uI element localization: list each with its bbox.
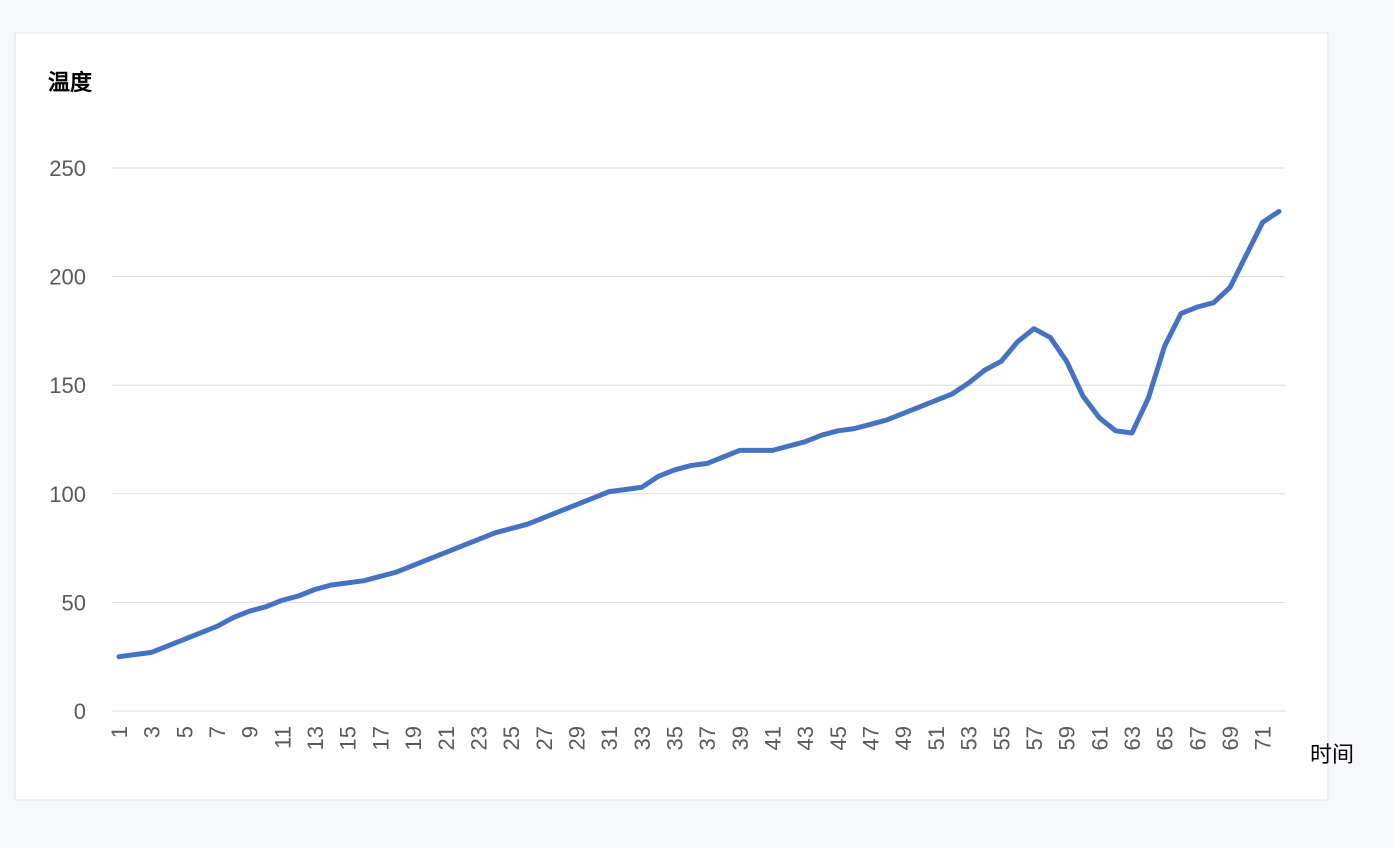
- x-tick-label: 61: [1087, 726, 1112, 750]
- x-tick-label: 11: [270, 726, 295, 749]
- x-tick-label: 57: [1022, 726, 1047, 750]
- y-tick-label: 50: [62, 590, 86, 615]
- x-tick-label: 29: [564, 726, 589, 750]
- x-tick-label: 15: [336, 726, 361, 750]
- x-tick-label: 69: [1218, 726, 1243, 750]
- x-tick-label: 33: [630, 726, 655, 750]
- x-tick-label: 49: [891, 726, 916, 750]
- x-tick-label: 47: [859, 726, 884, 750]
- x-tick-label: 7: [205, 726, 230, 738]
- x-tick-label: 53: [957, 726, 982, 750]
- x-axis-label: 时间: [1310, 742, 1354, 767]
- y-tick-label: 150: [49, 373, 86, 398]
- x-tick-label: 43: [793, 726, 818, 750]
- y-axis-label: 温度: [48, 70, 93, 95]
- x-tick-label: 37: [695, 726, 720, 750]
- x-tick-label: 35: [662, 726, 687, 750]
- x-tick-label: 23: [466, 726, 491, 750]
- x-tick-label: 45: [826, 726, 851, 750]
- x-tick-label: 1: [107, 726, 132, 738]
- y-tick-label: 0: [74, 699, 86, 724]
- x-tick-label: 5: [172, 726, 197, 738]
- x-tick-label: 51: [924, 726, 949, 750]
- chart-frame: [14, 32, 1329, 801]
- x-tick-label: 63: [1120, 726, 1145, 750]
- x-tick-label: 31: [597, 726, 622, 750]
- x-tick-label: 39: [728, 726, 753, 750]
- x-tick-label: 55: [989, 726, 1014, 750]
- x-tick-label: 13: [303, 726, 328, 750]
- x-tick-label: 71: [1251, 726, 1276, 750]
- x-tick-label: 25: [499, 726, 524, 750]
- x-tick-label: 3: [140, 726, 165, 738]
- x-tick-label: 17: [368, 726, 393, 750]
- x-tick-label: 59: [1055, 726, 1080, 750]
- x-tick-label: 9: [238, 726, 263, 738]
- x-tick-label: 21: [434, 726, 459, 750]
- y-tick-label: 250: [49, 156, 86, 181]
- data-line: [116, 208, 1282, 660]
- x-tick-label: 19: [401, 726, 426, 750]
- y-tick-label: 200: [49, 265, 86, 290]
- x-tick-label: 41: [761, 726, 786, 750]
- x-tick-label: 67: [1185, 726, 1210, 750]
- x-tick-label: 65: [1153, 726, 1178, 750]
- x-tick-label: 27: [532, 726, 557, 750]
- y-tick-label: 100: [49, 482, 86, 507]
